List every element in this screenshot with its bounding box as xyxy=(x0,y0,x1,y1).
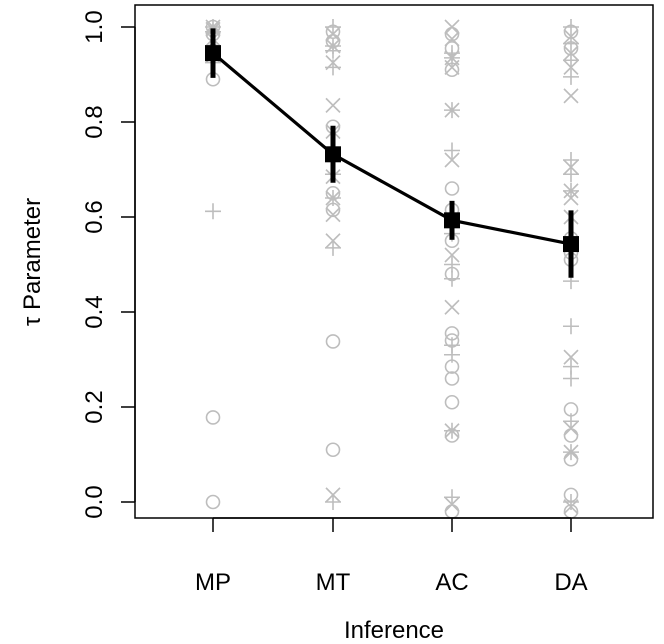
raw-point-cross xyxy=(563,499,579,515)
y-tick-label: 0.4 xyxy=(81,295,108,328)
raw-point-circle xyxy=(444,26,460,42)
raw-point-circle xyxy=(444,394,460,410)
y-tick-label: 0.8 xyxy=(81,105,108,138)
raw-point-cross xyxy=(563,59,579,75)
mean-marker-mp xyxy=(205,45,221,62)
raw-point-cross xyxy=(444,247,460,263)
raw-point-circle xyxy=(444,428,460,443)
raw-point-plus xyxy=(444,489,460,506)
raw-point-plus xyxy=(325,59,341,76)
raw-point-plus xyxy=(444,256,460,273)
mean-series-layer xyxy=(205,28,579,278)
raw-point-circle xyxy=(205,494,221,510)
y-tick-label: 1.0 xyxy=(81,10,108,43)
raw-point-star xyxy=(444,102,460,119)
raw-point-plus xyxy=(563,318,579,335)
raw-point-plus xyxy=(563,52,579,69)
raw-point-plus xyxy=(325,42,341,59)
raw-point-plus xyxy=(563,68,579,85)
mean-line xyxy=(211,51,572,246)
raw-point-star xyxy=(563,182,579,199)
raw-point-circle xyxy=(444,62,460,78)
raw-point-circle xyxy=(444,371,460,386)
raw-point-cross xyxy=(444,59,460,75)
y-tick-label: 0.0 xyxy=(81,485,108,518)
raw-point-cross xyxy=(563,349,579,365)
raw-point-plus xyxy=(325,239,341,256)
raw-point-circle xyxy=(444,181,460,196)
raw-point-plus xyxy=(444,270,460,287)
raw-point-circle xyxy=(444,504,460,519)
mean-marker-mt xyxy=(325,146,341,163)
raw-point-circle xyxy=(563,428,579,443)
y-tick-label: 0.6 xyxy=(81,200,108,233)
x-axis-title: Inference xyxy=(344,617,444,644)
raw-point-star xyxy=(325,190,341,206)
raw-point-cross xyxy=(444,152,460,168)
raw-point-cross xyxy=(444,299,460,315)
raw-point-star xyxy=(444,422,460,439)
x-tick-label-ac: AC xyxy=(435,569,468,596)
raw-point-plus xyxy=(205,203,221,220)
mean-marker-ac xyxy=(444,212,460,229)
x-tick-label-mp: MP xyxy=(195,569,231,596)
raw-point-circle xyxy=(325,334,341,349)
y-tick-label: 0.2 xyxy=(81,390,108,423)
raw-point-plus xyxy=(325,494,341,510)
y-axis-title: τ Parameter xyxy=(19,198,46,326)
raw-point-plus xyxy=(563,35,579,52)
raw-point-plus xyxy=(563,370,579,387)
raw-point-plus xyxy=(563,413,579,430)
raw-point-circle xyxy=(325,442,341,458)
raw-point-plus xyxy=(444,142,460,159)
raw-point-star xyxy=(444,49,460,66)
x-axis: MP MT AC DA xyxy=(195,517,588,596)
raw-point-circle xyxy=(205,410,221,425)
y-axis: 0.0 0.2 0.4 0.6 0.8 1.0 xyxy=(81,10,136,519)
raw-point-circle xyxy=(563,451,579,467)
mean-marker-da xyxy=(563,236,579,253)
raw-point-plus xyxy=(563,19,579,35)
raw-point-cross xyxy=(563,190,579,206)
raw-point-circle xyxy=(444,359,460,374)
raw-point-cross xyxy=(325,207,341,223)
x-tick-label-da: DA xyxy=(554,569,587,596)
raw-point-cross xyxy=(563,88,579,104)
raw-point-plus xyxy=(563,166,579,183)
raw-point-plus xyxy=(563,152,579,168)
raw-point-circle xyxy=(325,202,341,218)
x-tick-label-mt: MT xyxy=(316,569,351,596)
raw-point-cross xyxy=(325,97,341,113)
raw-point-plus xyxy=(325,19,341,35)
